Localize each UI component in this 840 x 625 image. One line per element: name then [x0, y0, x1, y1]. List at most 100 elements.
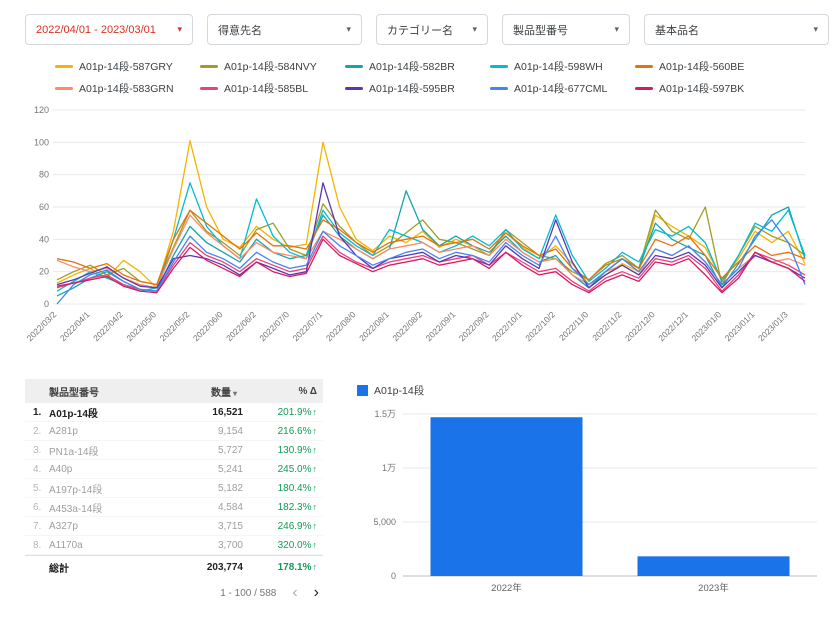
svg-text:2022/08/2: 2022/08/2: [390, 309, 424, 343]
table-row[interactable]: 2. A281p 9,154 216.6%↑: [25, 422, 323, 441]
quantity: 5,727: [217, 444, 243, 456]
table-row[interactable]: 8. A1170a 3,700 320.0%↑: [25, 536, 323, 555]
legend-item[interactable]: A01p-14段-583GRN: [55, 81, 200, 96]
bar-chart-canvas[interactable]: 0 5,000 1万 1.5万 2022年 2023年: [351, 406, 821, 598]
line-chart-legend: A01p-14段-587GRY A01p-14段-584NVY A01p-14段-5…: [55, 59, 800, 96]
svg-text:2022年: 2022年: [491, 582, 522, 594]
filter-date-range[interactable]: 2022/04/01 - 2023/03/01 ▾: [25, 14, 193, 45]
svg-text:2023/01/1: 2023/01/1: [723, 309, 757, 343]
svg-text:1万: 1万: [382, 463, 396, 473]
header-delta[interactable]: % Δ: [298, 385, 318, 397]
filter-label: 得意先名: [218, 24, 262, 37]
table-row[interactable]: 7. A327p 3,715 246.9%↑: [25, 517, 323, 536]
legend-swatch: [200, 65, 218, 68]
filter-product-model[interactable]: 製品型番号 ▾: [502, 14, 630, 45]
chevron-right-icon[interactable]: ›: [313, 584, 319, 601]
svg-text:20: 20: [39, 267, 49, 277]
filter-label: カテゴリー名: [387, 24, 453, 37]
legend-label: A01p-14段-582BR: [369, 61, 455, 73]
filter-customer[interactable]: 得意先名 ▾: [207, 14, 362, 45]
row-rank: 5.: [33, 482, 42, 494]
legend-swatch: [490, 65, 508, 68]
table-header: 製品型番号 数量 ▾ % Δ: [25, 379, 323, 403]
quantity: 3,700: [217, 539, 243, 551]
legend-label: A01p-14段-583GRN: [79, 83, 174, 95]
svg-text:2022/08/1: 2022/08/1: [357, 309, 391, 343]
legend-item[interactable]: A01p-14段-587GRY: [55, 59, 200, 74]
caret-down-icon: ▾: [614, 24, 619, 34]
delta: 245.0%↑: [277, 463, 318, 475]
svg-text:2022/05/2: 2022/05/2: [158, 309, 192, 343]
svg-text:2023/01/3: 2023/01/3: [756, 309, 790, 343]
total-quantity: 203,774: [206, 562, 243, 573]
legend-label: A01p-14段-587GRY: [79, 61, 173, 73]
legend-item[interactable]: A01p-14段-598WH: [490, 59, 635, 74]
arrow-up-icon: ↑: [312, 539, 318, 550]
row-rank: 2.: [33, 425, 42, 437]
legend-swatch: [490, 87, 508, 90]
legend-item[interactable]: A01p-14段-582BR: [345, 59, 490, 74]
table-row[interactable]: 5. A197p-14段 5,182 180.4%↑: [25, 479, 323, 498]
caret-down-icon: ▾: [472, 24, 477, 34]
legend-swatch: [55, 65, 73, 68]
legend-swatch: [345, 65, 363, 68]
bar-legend-swatch: [357, 385, 368, 396]
legend-label: A01p-14段-584NVY: [224, 61, 317, 73]
chevron-left-icon[interactable]: ‹: [292, 584, 298, 601]
row-rank: 1.: [33, 406, 42, 418]
svg-text:2022/11/0: 2022/11/0: [557, 309, 591, 343]
legend-swatch: [635, 87, 653, 90]
svg-text:2022/07/1: 2022/07/1: [291, 309, 325, 343]
quantity: 9,154: [217, 425, 243, 437]
header-quantity[interactable]: 数量 ▾: [210, 387, 237, 399]
line-chart-canvas[interactable]: 0 20 40 60 80 100 120 2022/03/2 2022/04/1 2022/04…: [25, 98, 815, 370]
legend-swatch: [55, 87, 73, 90]
bottom-section: 製品型番号 数量 ▾ % Δ 1. A01p-14段 16,521 201.9%↑…: [25, 379, 840, 603]
legend-item[interactable]: A01p-14段-585BL: [200, 81, 345, 96]
svg-text:1.5万: 1.5万: [374, 409, 396, 419]
svg-text:80: 80: [39, 170, 49, 180]
table-row[interactable]: 4. A40p 5,241 245.0%↑: [25, 460, 323, 479]
table-row[interactable]: 3. PN1a-14段 5,727 130.9%↑: [25, 441, 323, 460]
svg-text:2022/12/0: 2022/12/0: [623, 309, 657, 343]
legend-item[interactable]: A01p-14段-560BE: [635, 59, 780, 74]
svg-text:2023/01/0: 2023/01/0: [689, 309, 723, 343]
bar-chart-legend[interactable]: A01p-14段: [357, 383, 833, 398]
arrow-up-icon: ↑: [312, 482, 318, 493]
table-row[interactable]: 6. A453a-14段 4,584 182.3%↑: [25, 498, 323, 517]
svg-text:2022/06/2: 2022/06/2: [224, 309, 258, 343]
weekly-sales-line-chart[interactable]: 0 20 40 60 80 100 120 2022/03/2 2022/04/1 2022/04…: [25, 98, 840, 375]
legend-item[interactable]: A01p-14段-597BK: [635, 81, 780, 96]
header-product[interactable]: 製品型番号: [49, 387, 99, 399]
arrow-up-icon: ↑: [312, 444, 318, 455]
legend-item[interactable]: A01p-14段-584NVY: [200, 59, 345, 74]
row-rank: 7.: [33, 520, 42, 532]
filter-label: 基本品名: [655, 24, 699, 37]
total-label: 総計: [49, 564, 69, 575]
table-row[interactable]: 1. A01p-14段 16,521 201.9%↑: [25, 403, 323, 422]
legend-item[interactable]: A01p-14段-595BR: [345, 81, 490, 96]
filter-category[interactable]: カテゴリー名 ▾: [376, 14, 488, 45]
legend-label: A01p-14段-677CML: [514, 83, 608, 95]
delta: 182.3%↑: [277, 501, 317, 513]
filter-product-name[interactable]: 基本品名 ▾: [644, 14, 829, 45]
svg-text:40: 40: [39, 234, 49, 244]
svg-text:2022/06/0: 2022/06/0: [191, 309, 225, 343]
product-name: A1170a: [49, 539, 83, 551]
legend-label: A01p-14段-560BE: [659, 61, 745, 73]
svg-text:2022/04/1: 2022/04/1: [58, 309, 92, 343]
quantity: 5,182: [217, 482, 243, 494]
product-name: A327p: [49, 520, 78, 532]
quantity: 16,521: [212, 406, 243, 418]
yearly-bar-chart-panel: A01p-14段 0 5,000 1万 1.5万 2022年 2023年: [351, 379, 833, 603]
caret-down-icon: ▾: [346, 24, 351, 34]
arrow-up-icon: ↑: [312, 463, 318, 474]
svg-text:2022/10/1: 2022/10/1: [490, 309, 524, 343]
delta: 216.6%↑: [277, 425, 317, 437]
filter-bar: 2022/04/01 - 2023/03/01 ▾ 得意先名 ▾ カテゴリー名 …: [0, 0, 840, 45]
legend-label: A01p-14段-595BR: [369, 83, 455, 95]
legend-item[interactable]: A01p-14段-677CML: [490, 81, 635, 96]
row-rank: 6.: [33, 501, 42, 513]
svg-text:0: 0: [391, 571, 396, 581]
svg-text:2022/03/2: 2022/03/2: [25, 309, 59, 343]
